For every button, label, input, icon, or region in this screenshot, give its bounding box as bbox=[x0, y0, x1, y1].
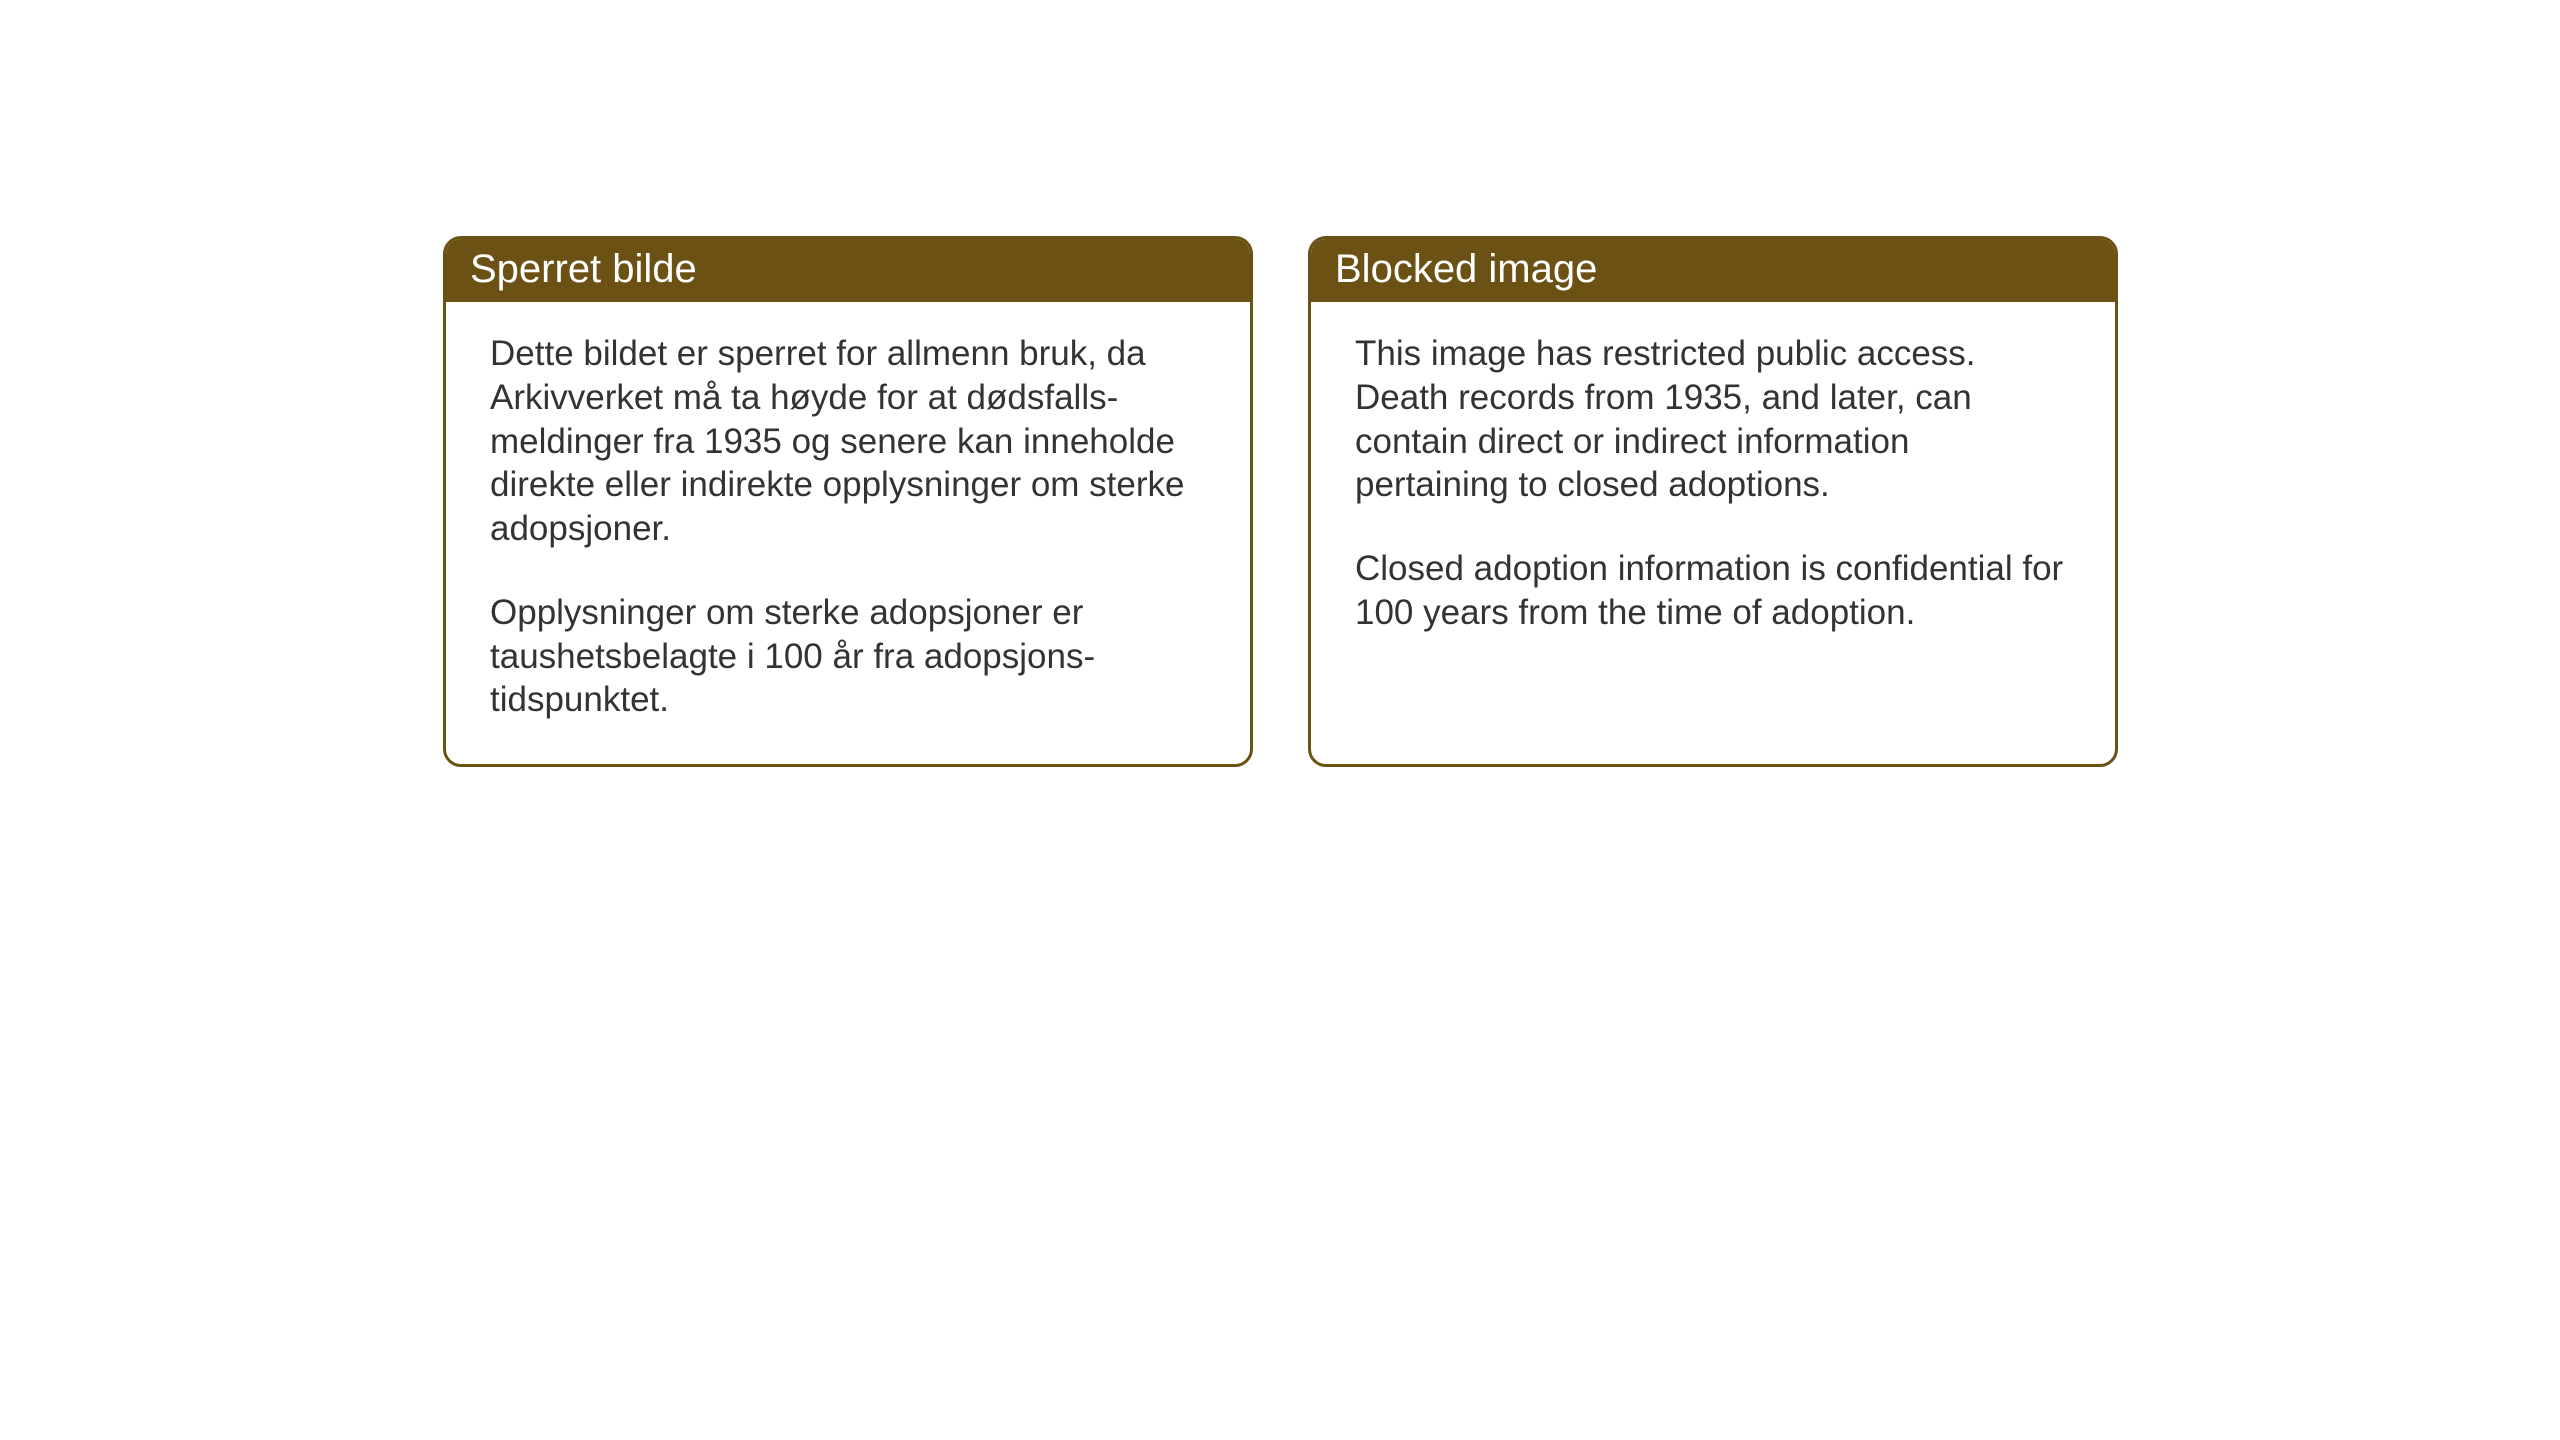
notice-card-english: Blocked image This image has restricted … bbox=[1308, 236, 2118, 767]
card-paragraph: Opplysninger om sterke adopsjoner er tau… bbox=[490, 591, 1206, 722]
card-title: Sperret bilde bbox=[470, 247, 697, 291]
card-body-english: This image has restricted public access.… bbox=[1311, 302, 2115, 677]
card-title: Blocked image bbox=[1335, 247, 1597, 291]
card-header-norwegian: Sperret bilde bbox=[446, 239, 1250, 302]
card-paragraph: This image has restricted public access.… bbox=[1355, 332, 2071, 507]
notice-card-norwegian: Sperret bilde Dette bildet er sperret fo… bbox=[443, 236, 1253, 767]
card-header-english: Blocked image bbox=[1311, 239, 2115, 302]
card-paragraph: Closed adoption information is confident… bbox=[1355, 547, 2071, 635]
card-paragraph: Dette bildet er sperret for allmenn bruk… bbox=[490, 332, 1206, 551]
notice-cards-container: Sperret bilde Dette bildet er sperret fo… bbox=[443, 236, 2118, 767]
card-body-norwegian: Dette bildet er sperret for allmenn bruk… bbox=[446, 302, 1250, 764]
